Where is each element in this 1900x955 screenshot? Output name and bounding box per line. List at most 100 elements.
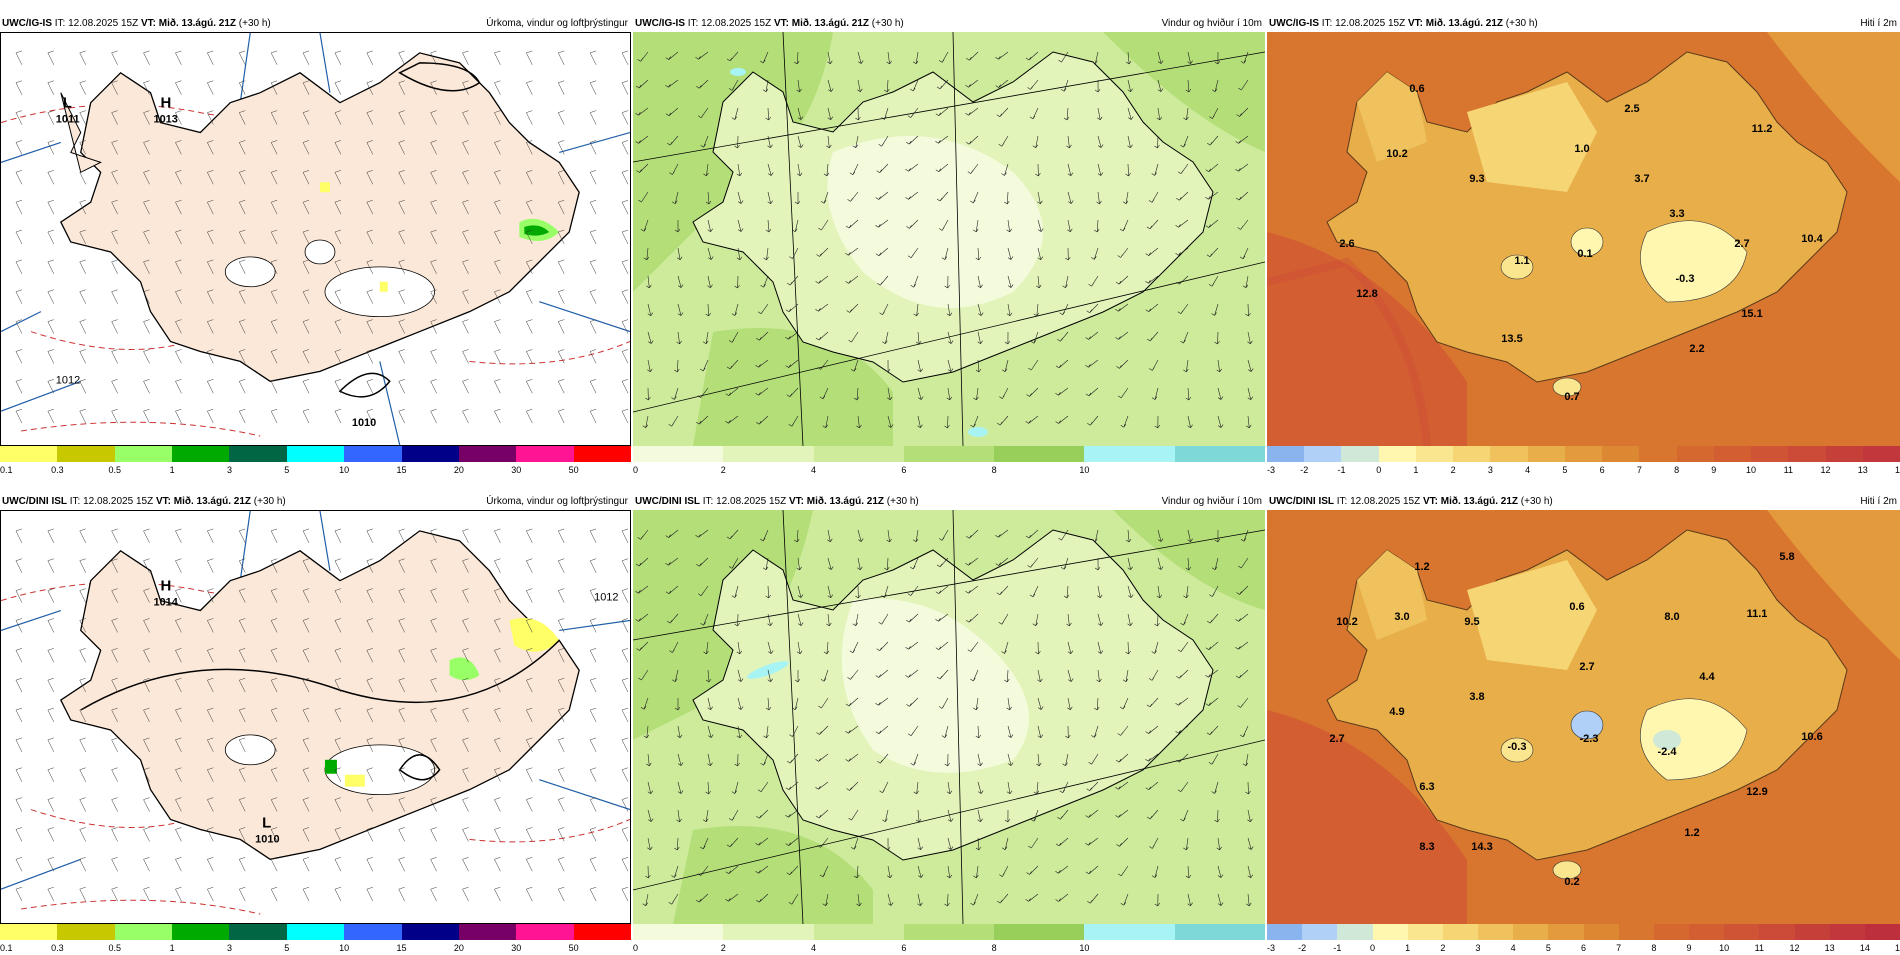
wind-barbs	[15, 528, 629, 902]
colorbar-tick-label: 4	[1525, 465, 1531, 475]
wind-colorbar-ticks: 0 2 4 6 8 10	[633, 465, 1265, 477]
iceland-outline	[59, 52, 580, 382]
colorbar-tick-label: 3	[1487, 465, 1493, 475]
colorbar-swatch	[1453, 446, 1491, 462]
colorbar-tick-label: 4	[811, 465, 817, 475]
init-time: IT: 12.08.2025 15Z	[54, 18, 139, 29]
init-time: IT: 12.08.2025 15Z	[1336, 496, 1421, 507]
colorbar-tick-label: 10	[1079, 943, 1090, 953]
model-name: UWC/DINI ISL	[2, 496, 67, 507]
valid-time: VT: Mið. 13.ágú. 21Z	[140, 18, 236, 29]
colorbar-swatch	[286, 446, 345, 462]
colorbar-swatch	[0, 924, 58, 940]
temp-value-label: 0.1	[1577, 248, 1592, 260]
colorbar-swatch	[458, 446, 517, 462]
valid-time: VT: Mið. 13.ágú. 21Z	[1422, 496, 1518, 507]
colorbar-tick-label: 2	[1440, 943, 1446, 953]
wind-colorbar	[633, 924, 1265, 940]
colorbar-swatch	[458, 924, 517, 940]
colorbar-swatch	[1548, 924, 1584, 940]
temp-value-label: 4.4	[1699, 671, 1715, 683]
high-pressure-label: H	[160, 95, 171, 112]
colorbar-swatch	[633, 446, 724, 462]
precip-colorbar	[0, 924, 631, 940]
colorbar-tick-label: -2	[1300, 465, 1309, 475]
high-pressure-value: 1013	[154, 114, 178, 126]
colorbar-swatch	[1583, 924, 1619, 940]
colorbar-tick-label: 3	[226, 943, 232, 953]
colorbar-swatch	[1084, 924, 1175, 940]
colorbar-tick-label: 8	[1674, 465, 1680, 475]
colorbar-tick-label: 0	[1376, 465, 1382, 475]
colorbar-swatch	[229, 446, 287, 462]
colorbar-tick-label: 15	[1894, 943, 1900, 953]
colorbar-tick-label: 5	[284, 943, 290, 953]
temp-value-label: 1.1	[1514, 255, 1529, 267]
colorbar-swatch	[172, 446, 230, 462]
colorbar-tick-label: -2	[1298, 943, 1307, 953]
temp-value-label: 2.2	[1689, 343, 1704, 355]
model-name: UWC/DINI ISL	[635, 496, 700, 507]
init-time: IT: 12.08.2025 15Z	[687, 18, 772, 29]
colorbar-swatch	[516, 924, 574, 940]
precip-colorbar	[0, 446, 631, 462]
temp-value-label: 10.2	[1336, 616, 1357, 628]
colorbar-swatch	[1794, 924, 1830, 940]
colorbar-swatch	[1174, 446, 1265, 462]
temp-value-label: 2.7	[1579, 661, 1594, 673]
colorbar-tick-label: 0.5	[108, 943, 121, 953]
temp-value-label: 11.1	[1747, 608, 1768, 620]
colorbar-swatch	[1490, 446, 1528, 462]
colorbar-swatch	[1602, 446, 1640, 462]
panel-title: Úrkoma, vindur og loftþrýstingur	[486, 18, 628, 29]
colorbar-tick-label: -3	[1267, 943, 1276, 953]
wind-arrows	[635, 51, 1254, 429]
colorbar-swatch	[1713, 446, 1752, 462]
colorbar-swatch	[1341, 446, 1379, 462]
temp-value-label: 1.2	[1414, 561, 1429, 573]
colorbar-tick-label: 0.1	[0, 465, 13, 475]
temp-value-label: 1.2	[1684, 827, 1699, 839]
colorbar-tick-label: 3	[226, 465, 232, 475]
colorbar-tick-label: 0	[1369, 943, 1376, 953]
colorbar-tick-label: -3	[1267, 465, 1276, 475]
colorbar-swatch	[813, 924, 904, 940]
colorbar-tick-label: 0	[633, 465, 639, 475]
colorbar-tick-label: 30	[511, 465, 522, 475]
colorbar-swatch	[1084, 446, 1175, 462]
colorbar-swatch	[903, 924, 995, 940]
colorbar-swatch	[723, 446, 814, 462]
colorbar-swatch	[401, 446, 459, 462]
iceland-outline	[1326, 51, 1848, 383]
temp-value-label: 14.3	[1471, 841, 1492, 853]
temp-value-label: 9.5	[1464, 616, 1479, 628]
wind-colorbar	[633, 446, 1265, 462]
colorbar-tick-label: 2	[720, 465, 726, 475]
colorbar-tick-label: 20	[453, 943, 464, 953]
model-name: UWC/IG-IS	[1269, 18, 1319, 29]
temp-value-label: 9.3	[1469, 173, 1484, 185]
temp-value-label: 12.9	[1746, 786, 1767, 798]
colorbar-swatch	[994, 446, 1085, 462]
colorbar-tick-label: 10	[339, 465, 350, 475]
colorbar-tick-label: 1	[1405, 943, 1411, 953]
isobar-label: 1012	[56, 374, 80, 386]
colorbar-swatch	[1864, 924, 1900, 940]
colorbar-swatch	[57, 924, 115, 940]
panel-ig-precip: UWC/IG-IS IT: 12.08.2025 15Z VT: Mið. 13…	[0, 16, 631, 475]
temp-value-label: -0.3	[1508, 741, 1527, 753]
low-pressure-value-2: 1010	[352, 417, 376, 429]
colorbar-swatch	[1304, 446, 1342, 462]
colorbar-swatch	[1564, 446, 1603, 462]
colorbar-swatch	[172, 924, 230, 940]
colorbar-swatch	[1829, 924, 1865, 940]
panel-dini-wind: UWC/DINI ISL IT: 12.08.2025 15Z VT: Mið.…	[633, 494, 1265, 953]
colorbar-tick-label: 11	[1754, 943, 1764, 953]
low-pressure-label: L	[63, 95, 72, 112]
colorbar-tick-label: 5	[284, 465, 290, 475]
colorbar-tick-label: 1	[169, 943, 175, 953]
precip-map: H 1014 L 1010 1012	[0, 510, 631, 924]
colorbar-tick-label: 10	[339, 943, 350, 953]
low-pressure-label: L	[262, 814, 271, 831]
temp-value-label: 8.3	[1419, 841, 1434, 853]
